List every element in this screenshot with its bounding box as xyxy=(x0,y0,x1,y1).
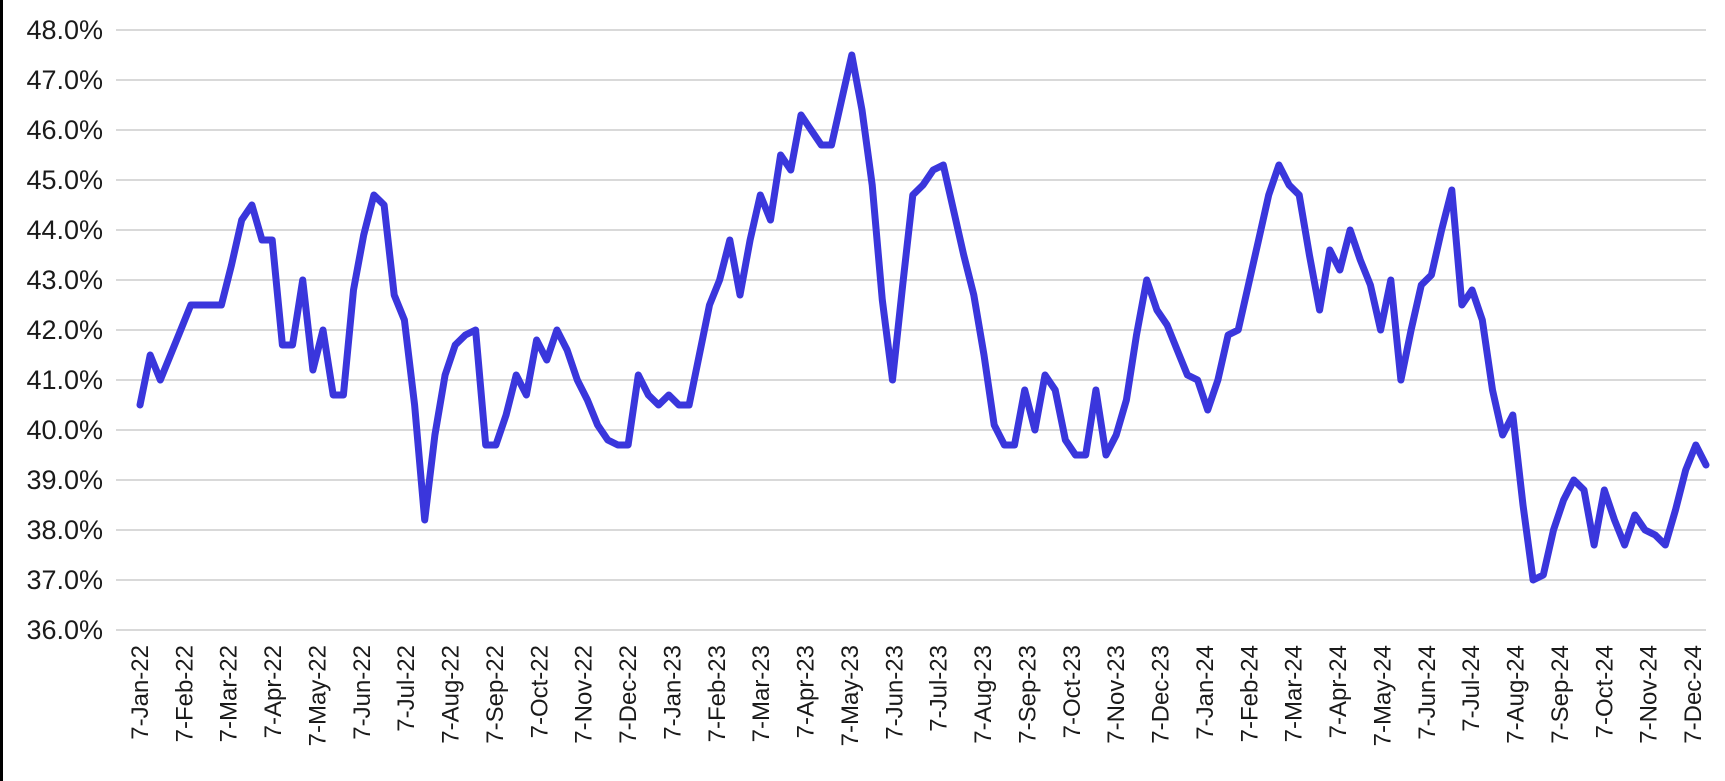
x-tick-label: 7-May-24 xyxy=(1369,645,1396,746)
x-tick-label: 7-Oct-22 xyxy=(526,645,553,738)
x-tick-label: 7-Nov-24 xyxy=(1636,645,1663,744)
y-tick-label: 48.0% xyxy=(26,15,103,45)
x-tick-label: 7-Jun-23 xyxy=(881,645,908,740)
y-tick-label: 40.0% xyxy=(26,415,103,445)
gridlines xyxy=(116,29,1706,631)
y-tick-label: 39.0% xyxy=(26,465,103,495)
x-tick-label: 7-Dec-22 xyxy=(615,645,642,744)
x-tick-label: 7-Dec-23 xyxy=(1148,645,1175,744)
data-series xyxy=(136,51,1710,584)
y-tick-label: 47.0% xyxy=(26,65,103,95)
x-tick-label: 7-Aug-24 xyxy=(1503,645,1530,744)
x-tick-label: 7-Aug-22 xyxy=(438,645,465,744)
y-tick-label: 44.0% xyxy=(26,215,103,245)
x-tick-label: 7-Jan-24 xyxy=(1192,645,1219,740)
y-tick-label: 42.0% xyxy=(26,315,103,345)
x-tick-label: 7-May-22 xyxy=(304,645,331,746)
x-tick-label: 7-Feb-22 xyxy=(171,645,198,742)
x-tick-label: 7-Sep-22 xyxy=(482,645,509,744)
x-axis-labels: 7-Jan-22 7-Feb-22 7-Mar-22 7-Apr-22 7-May-22… xyxy=(127,645,1707,746)
x-tick-label: 7-Nov-23 xyxy=(1103,645,1130,744)
y-tick-label: 41.0% xyxy=(26,365,103,395)
x-tick-label: 7-Mar-22 xyxy=(216,645,243,742)
x-tick-label: 7-Jul-22 xyxy=(393,645,420,732)
x-tick-label: 7-Apr-24 xyxy=(1325,645,1352,738)
x-tick-label: 7-Sep-24 xyxy=(1547,645,1574,744)
x-tick-label: 7-Feb-24 xyxy=(1236,645,1263,742)
y-tick-label: 43.0% xyxy=(26,265,103,295)
x-tick-label: 7-Jun-22 xyxy=(349,645,376,740)
x-tick-label: 7-Jan-23 xyxy=(659,645,686,740)
x-tick-label: 7-Mar-23 xyxy=(748,645,775,742)
x-tick-label: 7-Oct-24 xyxy=(1591,645,1618,738)
x-tick-label: 7-Jul-24 xyxy=(1458,645,1485,732)
x-tick-label: 7-Dec-24 xyxy=(1680,645,1707,744)
x-tick-label: 7-May-23 xyxy=(837,645,864,746)
x-tick-label: 7-Aug-23 xyxy=(970,645,997,744)
x-tick-label: 7-Jul-23 xyxy=(926,645,953,732)
y-tick-label: 45.0% xyxy=(26,165,103,195)
x-tick-label: 7-Nov-22 xyxy=(571,645,598,744)
x-tick-label: 7-Mar-24 xyxy=(1281,645,1308,742)
line-chart: 48.0% 47.0% 46.0% 45.0% 44.0% 43.0% 42.0% 41.0%… xyxy=(26,15,1710,746)
x-tick-label: 7-Apr-22 xyxy=(260,645,287,738)
series-line xyxy=(136,51,1710,584)
x-tick-label: 7-Oct-23 xyxy=(1059,645,1086,738)
y-axis-labels: 48.0% 47.0% 46.0% 45.0% 44.0% 43.0% 42.0% 41.0%… xyxy=(26,15,103,645)
x-tick-label: 7-Jan-22 xyxy=(127,645,154,740)
x-tick-label: 7-Jun-24 xyxy=(1414,645,1441,740)
x-tick-label: 7-Feb-23 xyxy=(704,645,731,742)
y-tick-label: 38.0% xyxy=(26,515,103,545)
y-tick-label: 46.0% xyxy=(26,115,103,145)
x-tick-label: 7-Sep-23 xyxy=(1014,645,1041,744)
y-tick-label: 37.0% xyxy=(26,565,103,595)
x-tick-label: 7-Apr-23 xyxy=(793,645,820,738)
y-tick-label: 36.0% xyxy=(26,615,103,645)
